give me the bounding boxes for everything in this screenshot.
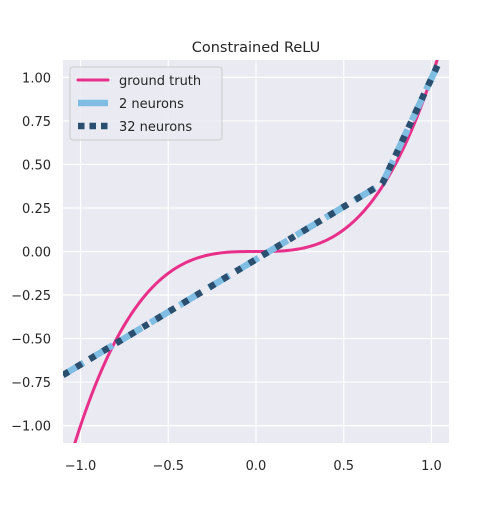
legend: ground truth 2 neurons 32 neurons (69, 66, 223, 141)
y-tick-label: 1.00 (22, 71, 51, 86)
y-tick-label: −1.00 (11, 420, 51, 435)
x-tick-label: −1.0 (65, 459, 97, 474)
y-tick-label: −0.75 (11, 376, 51, 391)
y-tick-labels: 1.00 0.75 0.50 0.25 0.00 −0.25 −0.50 −0.75 −1.00 (11, 71, 51, 434)
y-tick-label: 0.75 (22, 115, 51, 130)
legend-label-2-neurons: 2 neurons (119, 97, 184, 112)
x-tick-labels: −1.0 −0.5 0.0 0.5 1.0 (65, 459, 442, 474)
y-tick-label: 0.00 (22, 246, 51, 261)
x-tick-label: 0.5 (333, 459, 354, 474)
series-lines (63, 60, 444, 443)
legend-label-ground-truth: ground truth (119, 74, 201, 89)
y-tick-label: 0.50 (22, 158, 51, 173)
y-tick-label: 0.25 (22, 202, 51, 217)
series-line-32-neurons (63, 60, 444, 378)
chart-title: Constrained ReLU (192, 40, 321, 56)
legend-box (69, 66, 223, 141)
legend-label-32-neurons: 32 neurons (119, 120, 192, 135)
x-tick-label: −0.5 (152, 459, 184, 474)
y-tick-label: −0.50 (11, 333, 51, 348)
x-tick-label: 0.0 (246, 459, 267, 474)
y-tick-label: −0.25 (11, 289, 51, 304)
x-tick-label: 1.0 (421, 459, 442, 474)
